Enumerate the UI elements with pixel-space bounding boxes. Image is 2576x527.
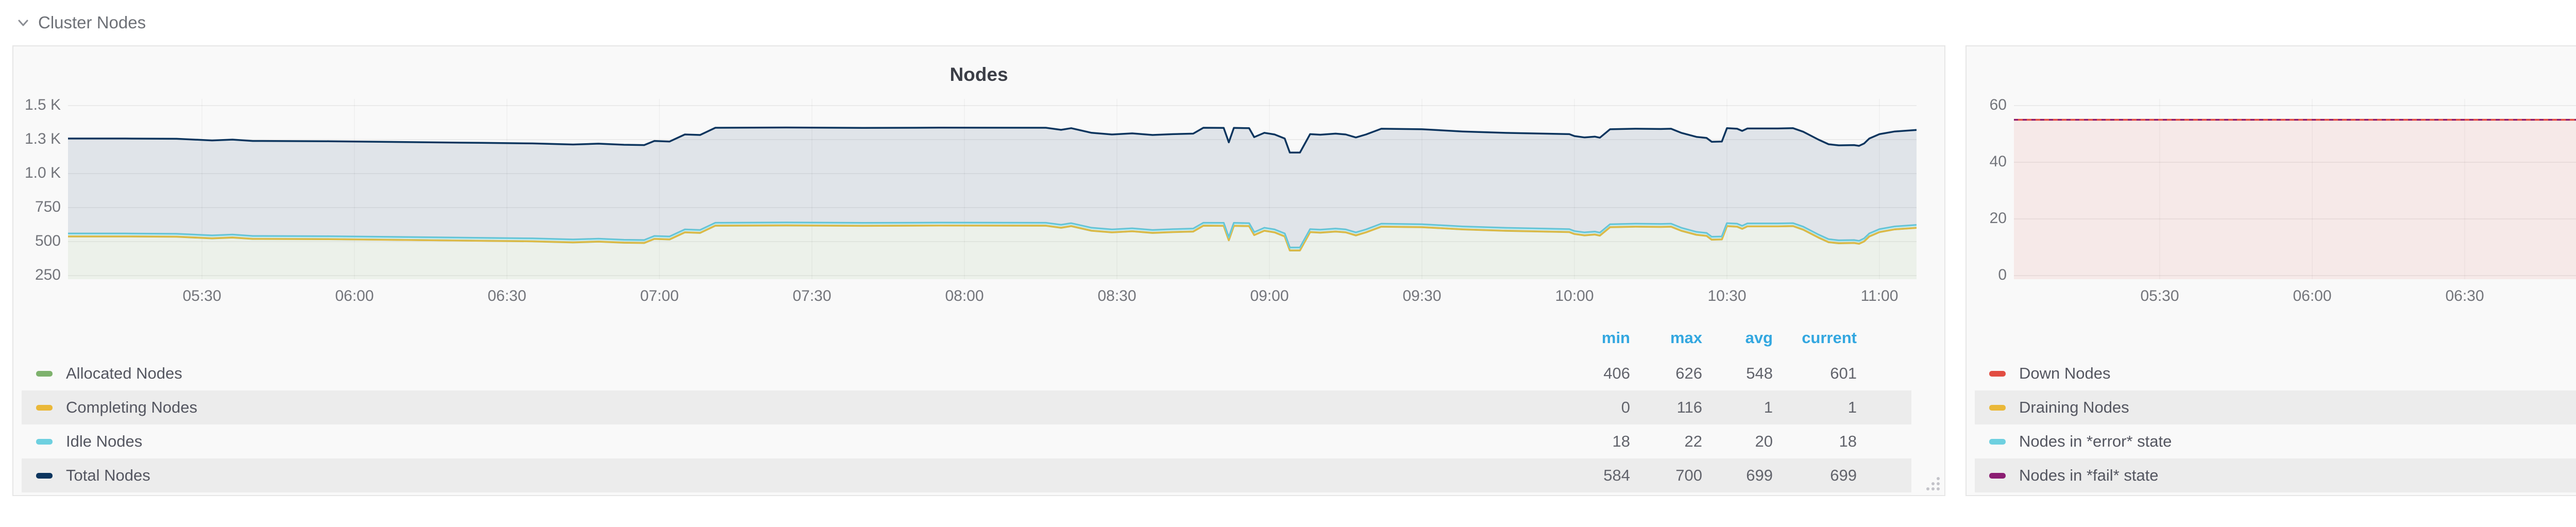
series-label[interactable]: Allocated Nodes [66,364,182,382]
legend-row-idle: Idle Nodes 18 22 20 18 [22,424,1911,458]
x-tick-label: 06:30 [2445,287,2484,304]
x-tick-label: 06:00 [2293,287,2332,304]
x-tick-label: 08:30 [1097,287,1137,304]
stat-max: 22 [1684,432,1702,450]
stat-max: 626 [1675,364,1702,382]
legend-row-allocated: Allocated Nodes 406 626 548 601 [22,356,1911,390]
x-tick-label: 10:00 [1555,287,1594,304]
stat-avg: 1 [1764,398,1773,416]
legend-header: min max avg current [1975,329,2576,351]
x-tick-label: 05:30 [182,287,222,304]
series-swatch[interactable] [36,371,53,377]
x-tick-label: 09:00 [1250,287,1289,304]
x-tick-label: 06:00 [335,287,374,304]
y-tick-label: 1.5 K [24,96,61,113]
stat-max: 700 [1675,466,1702,484]
x-tick-label: 07:00 [640,287,679,304]
legend-header-min[interactable]: min [1601,329,1630,347]
y-tick-label: 20 [1989,210,2007,227]
stat-current: 1 [1848,398,1857,416]
series-swatch[interactable] [1989,439,2006,445]
series-swatch[interactable] [1989,473,2006,479]
y-tick-label: 40 [1989,153,2007,170]
y-tick-label: 60 [1989,96,2007,113]
series-swatch[interactable] [1989,371,2006,377]
x-tick-label: 10:30 [1707,287,1747,304]
row-title: Cluster Nodes [38,13,146,32]
stat-avg: 548 [1746,364,1773,382]
panel-nodes: Nodes 1.5 K 1.3 K 1.0 K 750 500 250 05:30 06:0… [12,45,1945,496]
stat-avg: 20 [1755,432,1773,450]
series-label[interactable]: Nodes in *fail* state [2019,466,2159,484]
x-tick-label: 06:30 [487,287,527,304]
legend-header: min max avg current [22,329,1911,351]
x-tick-label: 11:00 [1860,287,1899,304]
series-swatch[interactable] [36,439,53,445]
legend-header-max[interactable]: max [1670,329,1702,347]
y-tick-label: 500 [35,232,61,249]
stat-max: 116 [1676,398,1702,416]
chevron-down-icon [18,20,28,26]
stat-current: 18 [1839,432,1857,450]
stat-current: 699 [1830,466,1857,484]
x-tick-label: 07:30 [792,287,832,304]
legend-row-error-state: Nodes in *error* state 0 0 0 0 [1975,424,2576,458]
series-label[interactable]: Draining Nodes [2019,398,2129,416]
y-tick-label: 1.3 K [24,130,61,147]
y-tick-label: 1.0 K [24,164,61,181]
series-swatch[interactable] [36,405,53,411]
series-label[interactable]: Total Nodes [66,466,150,484]
series-label[interactable]: Nodes in *error* state [2019,432,2172,450]
panel-resize-handle[interactable] [1924,474,1941,492]
stat-min: 18 [1612,432,1630,450]
stat-avg: 699 [1746,466,1773,484]
x-tick-label: 09:30 [1402,287,1442,304]
series-label[interactable]: Down Nodes [2019,364,2111,382]
legend-header-current[interactable]: current [1802,329,1857,347]
panel-title[interactable]: Nodes [950,64,1008,85]
y-tick-label: 750 [35,198,61,215]
stat-current: 601 [1830,364,1857,382]
row-header-cluster-nodes[interactable]: Cluster Nodes [15,10,146,35]
x-tick-label: 05:30 [2140,287,2179,304]
legend-row-total: Total Nodes 584 700 699 699 [22,458,1911,492]
series-swatch[interactable] [1989,405,2006,411]
legend-row-down: Down Nodes 55 55 55 55 [1975,356,2576,390]
legend-row-draining: Draining Nodes 0 0 0 0 [1975,390,2576,424]
legend-row-completing: Completing Nodes 0 116 1 1 [22,390,1911,424]
y-tick-label: 0 [1998,266,2007,283]
y-tick-label: 250 [35,266,61,283]
series-label[interactable]: Completing Nodes [66,398,198,416]
series-label[interactable]: Idle Nodes [66,432,143,450]
legend-header-avg[interactable]: avg [1745,329,1773,347]
stat-min: 0 [1621,398,1630,416]
x-tick-label: 08:00 [945,287,984,304]
series-swatch[interactable] [36,473,53,479]
stat-min: 584 [1603,466,1630,484]
stat-min: 406 [1603,364,1630,382]
legend-row-fail-state: Nodes in *fail* state 0 0 0 0 [1975,458,2576,492]
